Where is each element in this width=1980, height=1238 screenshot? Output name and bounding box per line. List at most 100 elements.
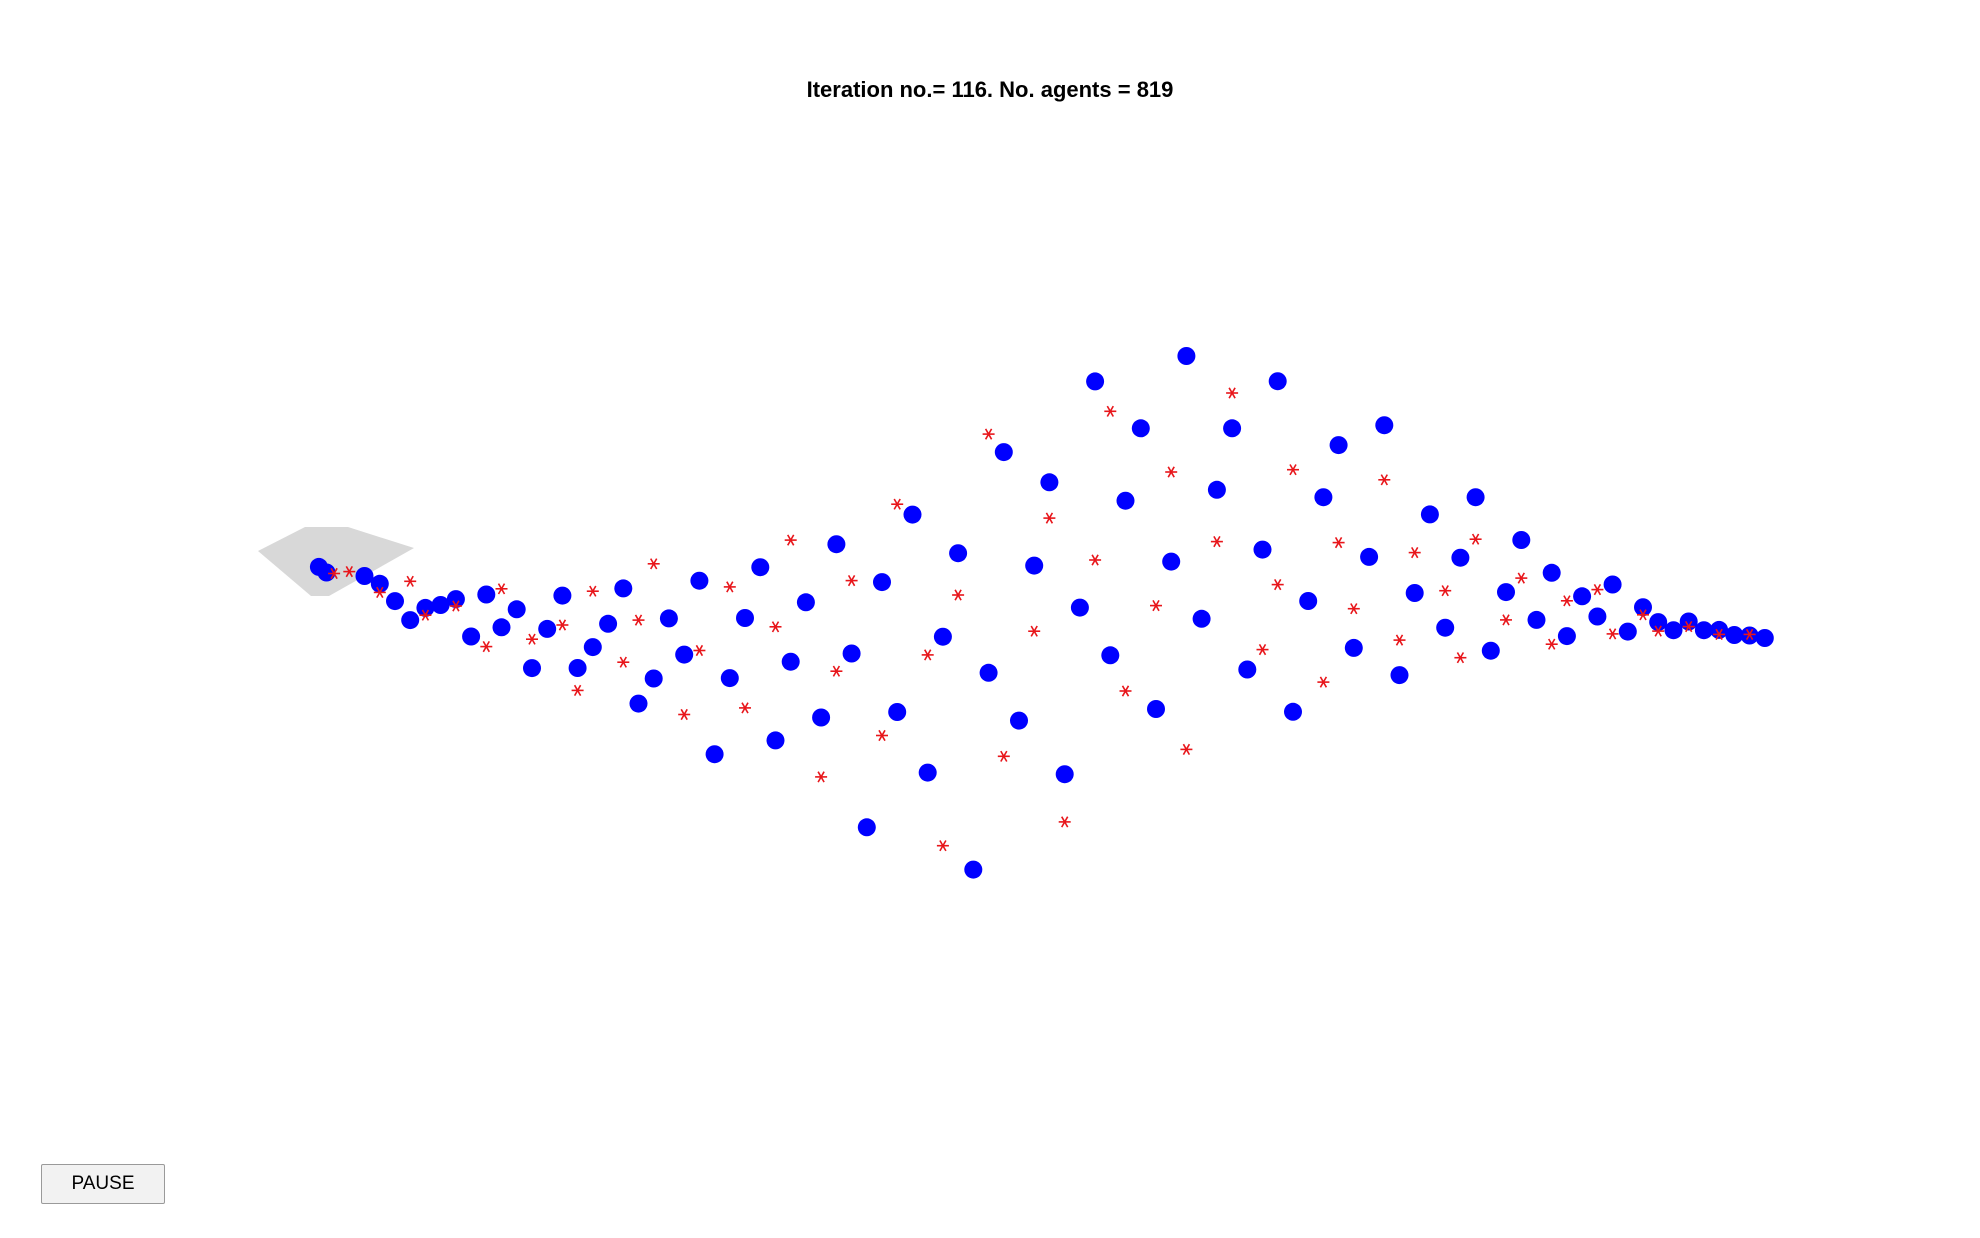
agent-blue-point — [355, 567, 374, 585]
agent-blue-point — [1725, 626, 1744, 644]
agent-red-asterisk — [1454, 652, 1467, 664]
agent-red-asterisk — [891, 498, 904, 510]
pause-button[interactable]: PAUSE — [41, 1164, 165, 1204]
agent-blue-point — [751, 558, 770, 577]
agent-red-asterisk — [1256, 644, 1269, 656]
agent-blue-point — [401, 611, 420, 630]
agent-red-asterisk — [982, 428, 995, 440]
agent-blue-point — [736, 609, 754, 627]
agent-red-asterisk — [571, 684, 584, 696]
agent-blue-point — [1649, 613, 1668, 632]
agent-blue-point — [1466, 488, 1485, 507]
agent-red-asterisk — [1165, 466, 1178, 478]
agent-blue-point — [1542, 563, 1561, 582]
agent-blue-point — [994, 443, 1013, 462]
agent-blue-point — [1634, 598, 1652, 617]
agent-blue-point — [918, 763, 937, 782]
agent-red-asterisk — [952, 589, 965, 601]
agent-blue-point — [796, 593, 815, 612]
agent-red-asterisk — [1545, 638, 1558, 650]
agent-red-asterisk — [1743, 628, 1756, 640]
agent-blue-point — [446, 590, 465, 609]
agent-red-asterisk — [1104, 405, 1117, 417]
agent-red-asterisk — [1028, 625, 1041, 637]
agent-blue-point — [873, 573, 891, 592]
agent-blue-point — [1755, 629, 1774, 647]
agent-red-asterisk — [495, 583, 508, 595]
agent-blue-point — [1253, 540, 1272, 559]
chart-title: Iteration no.= 116. No. agents = 819 — [806, 77, 1174, 102]
agent-red-asterisk — [921, 649, 934, 661]
agent-blue-point — [827, 535, 846, 554]
agent-red-asterisk — [723, 581, 736, 593]
agent-blue-point — [1618, 622, 1637, 641]
agent-red-asterisk — [449, 600, 462, 612]
agent-blue-point — [979, 663, 998, 682]
agent-blue-point — [1405, 584, 1424, 602]
agent-red-asterisk — [1180, 743, 1193, 755]
agent-blue-point — [629, 694, 648, 713]
agent-red-asterisk — [1408, 547, 1421, 559]
agent-blue-point — [659, 609, 678, 628]
agent-red-asterisk — [830, 665, 843, 677]
agent-blue-point — [1147, 700, 1165, 718]
agent-blue-point — [477, 585, 496, 604]
agent-red-asterisk — [1591, 584, 1604, 596]
agent-blue-point — [888, 703, 907, 721]
agent-red-asterisk — [586, 585, 599, 597]
agent-blue-point — [720, 669, 739, 688]
agent-red-asterisk — [1347, 603, 1360, 615]
region-marker — [258, 527, 414, 596]
agent-blue-point — [431, 596, 450, 614]
agent-blue-point — [1573, 587, 1592, 606]
agent-red-asterisk — [997, 750, 1010, 762]
agent-red-asterisk — [1317, 676, 1330, 688]
agent-red-asterisk — [632, 614, 645, 626]
agent-red-asterisk — [1637, 609, 1649, 621]
agent-blue-point — [1512, 531, 1531, 549]
agent-red-asterisk — [1043, 512, 1056, 524]
agent-red-asterisk — [1652, 625, 1665, 637]
agent-blue-point — [1101, 646, 1120, 665]
agent-red-asterisk — [1058, 816, 1071, 828]
agent-red-asterisk — [328, 567, 341, 580]
agent-blue-point — [933, 627, 952, 646]
agent-blue-point — [1192, 609, 1211, 628]
agent-red-asterisk — [556, 619, 569, 631]
agent-red-asterisk — [815, 771, 828, 783]
agent-blue-point — [1299, 592, 1318, 610]
agent-red-asterisk — [1150, 600, 1162, 612]
agent-red-asterisk — [876, 729, 888, 742]
agent-red-asterisk — [343, 566, 356, 578]
agent-blue-point — [1664, 621, 1683, 640]
agent-blue-point — [903, 505, 922, 524]
agent-markers — [309, 347, 1774, 879]
agent-blue-point — [583, 638, 602, 657]
agent-red-asterisk — [1393, 634, 1406, 646]
agent-red-asterisk — [1332, 537, 1345, 549]
agent-blue-point — [386, 592, 404, 611]
agent-red-asterisk — [1713, 628, 1726, 640]
agent-red-asterisk — [1119, 685, 1132, 697]
agent-red-asterisk — [1089, 554, 1102, 566]
agent-blue-point — [1329, 436, 1348, 455]
agent-blue-point — [1436, 618, 1455, 637]
agent-blue-point — [1116, 491, 1135, 510]
agent-blue-point — [1070, 598, 1089, 617]
agent-red-asterisk — [480, 641, 493, 653]
agent-blue-point — [1162, 552, 1181, 571]
agent-red-asterisk — [1469, 533, 1482, 545]
agent-red-asterisk — [1378, 474, 1391, 486]
agent-blue-point — [812, 708, 831, 727]
agent-blue-point — [949, 544, 968, 563]
agent-blue-point — [1481, 641, 1500, 660]
agent-blue-point — [1010, 711, 1028, 730]
agent-blue-point — [538, 619, 557, 638]
agent-red-asterisk — [739, 702, 751, 714]
agent-blue-point — [507, 600, 526, 619]
agent-blue-point — [1497, 583, 1515, 602]
agent-blue-point — [1527, 610, 1546, 629]
agent-blue-point — [1284, 702, 1302, 721]
agent-blue-point — [1420, 505, 1439, 524]
